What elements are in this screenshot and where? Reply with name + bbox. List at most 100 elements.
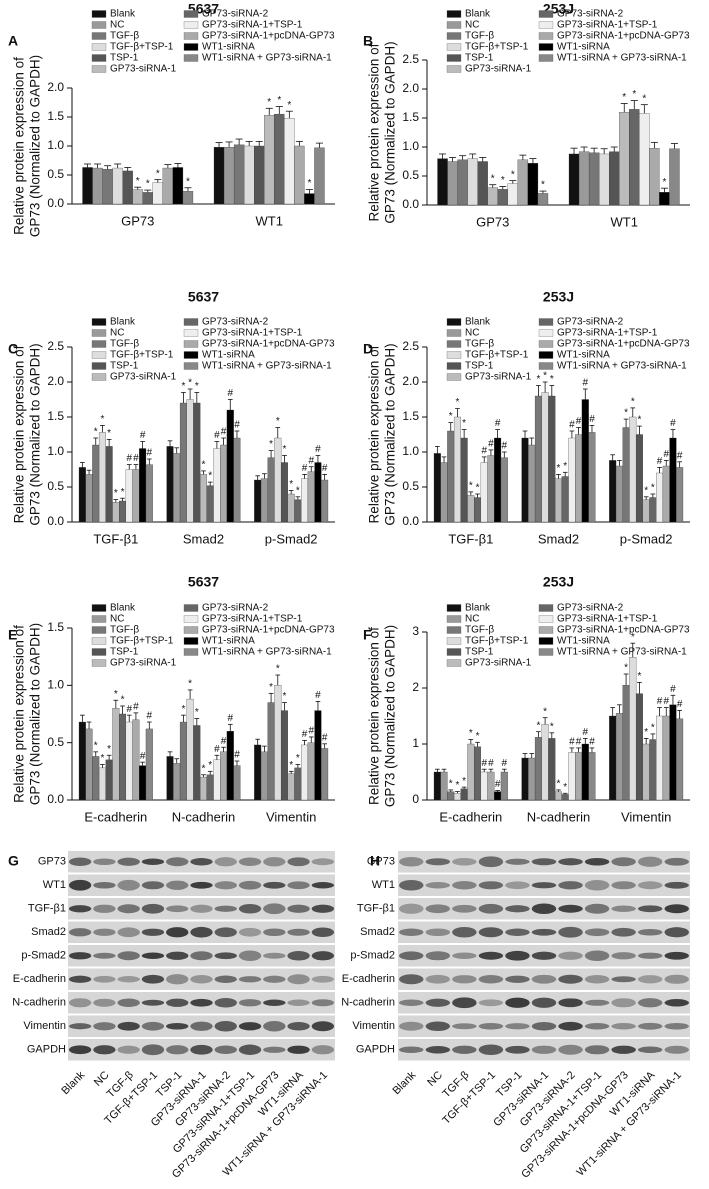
- x-tick-label: N-cadherin: [527, 809, 591, 824]
- error-bar: [570, 147, 578, 154]
- significance-marker: #: [214, 430, 220, 441]
- error-bar: [435, 445, 440, 454]
- error-bar: [184, 187, 192, 192]
- legend-swatch: [446, 10, 462, 18]
- bar: [112, 502, 120, 523]
- legend-swatch: [538, 340, 554, 348]
- error-bar: [435, 768, 440, 772]
- significance-marker: *: [449, 411, 453, 422]
- bar: [629, 657, 637, 801]
- bar: [453, 793, 461, 801]
- error-bar: [86, 721, 92, 729]
- significance-marker: *: [638, 415, 642, 426]
- legend-swatch: [538, 21, 554, 29]
- error-bar: [569, 747, 575, 753]
- blot-band: [190, 998, 213, 1007]
- legend-swatch: [446, 65, 462, 73]
- legend-swatch: [446, 637, 462, 645]
- blot-band: [637, 1022, 663, 1030]
- blot-band: [452, 952, 477, 959]
- bar: [669, 437, 677, 523]
- error-bar: [536, 385, 541, 396]
- error-bar: [536, 731, 541, 738]
- blot-band: [311, 999, 335, 1007]
- legend-swatch: [446, 626, 462, 634]
- x-tick-label: p-Smad2: [265, 531, 318, 546]
- blot-band: [68, 879, 92, 891]
- legend-label: TSP-1: [465, 361, 494, 372]
- blot-band: [584, 857, 610, 866]
- bar: [521, 437, 529, 523]
- error-bar: [120, 497, 125, 501]
- bar: [440, 771, 448, 801]
- blot-band: [238, 904, 262, 914]
- bar: [500, 457, 508, 523]
- blot-band: [287, 999, 310, 1006]
- significance-marker: #: [322, 463, 328, 474]
- legend-swatch: [183, 10, 199, 18]
- error-bar: [225, 141, 233, 148]
- blot-band: [637, 952, 663, 959]
- significance-marker: *: [550, 721, 554, 732]
- chart-title: 5637: [188, 574, 219, 590]
- blot-band: [117, 951, 140, 961]
- legend-swatch: [446, 21, 462, 29]
- significance-marker: *: [195, 707, 199, 718]
- legend-label: GP73-siRNA-2: [202, 317, 269, 328]
- error-bar: [201, 470, 206, 475]
- bar: [561, 476, 569, 523]
- error-bar: [660, 187, 668, 193]
- significance-marker: *: [638, 671, 642, 682]
- blot-band: [558, 881, 583, 890]
- significance-marker: *: [100, 414, 104, 425]
- bar: [578, 151, 590, 206]
- blot-band: [611, 1023, 636, 1030]
- y-tick-label: 1.0: [47, 138, 64, 152]
- y-axis-label: GP73 (Normalized to GAPDH): [28, 55, 43, 237]
- significance-marker: *: [276, 664, 280, 675]
- error-bar: [164, 164, 172, 169]
- blot-band: [637, 998, 663, 1008]
- blot-band: [531, 903, 557, 914]
- significance-marker: *: [94, 740, 98, 751]
- significance-marker: #: [663, 696, 669, 707]
- bar: [568, 437, 576, 523]
- bar: [321, 479, 329, 523]
- y-axis-label: GP73 (Normalized to GAPDH): [383, 343, 398, 525]
- blot-band: [531, 882, 557, 889]
- blot-band: [399, 857, 424, 867]
- bar: [662, 465, 670, 523]
- legend-swatch: [538, 10, 554, 18]
- blot-band: [478, 951, 504, 960]
- error-bar: [461, 786, 467, 789]
- significance-marker: *: [644, 727, 648, 738]
- error-bar: [582, 738, 588, 744]
- legend-label: Blank: [465, 317, 491, 328]
- blot-band: [93, 881, 116, 889]
- blot-band: [190, 1021, 213, 1031]
- error-bar: [207, 481, 213, 486]
- bar: [132, 469, 140, 523]
- blot-band: [611, 998, 636, 1008]
- bar: [304, 193, 315, 205]
- bar: [78, 721, 86, 801]
- significance-marker: *: [511, 169, 515, 180]
- error-bar: [255, 738, 261, 745]
- error-bar: [140, 761, 145, 766]
- error-bar: [255, 140, 263, 146]
- error-bar: [106, 438, 112, 447]
- panel-label: E: [8, 627, 17, 643]
- significance-marker: *: [156, 168, 160, 179]
- blot-band: [425, 974, 451, 984]
- error-bar: [106, 754, 112, 760]
- blot-strip: [398, 968, 690, 990]
- blot-band: [399, 1046, 424, 1054]
- bar: [669, 704, 677, 801]
- bar: [541, 724, 549, 801]
- error-bar: [529, 158, 537, 164]
- error-bar: [501, 451, 507, 458]
- bar: [172, 167, 184, 205]
- y-tick-label: 0.0: [47, 792, 64, 806]
- error-bar: [501, 768, 507, 772]
- bar: [568, 153, 580, 206]
